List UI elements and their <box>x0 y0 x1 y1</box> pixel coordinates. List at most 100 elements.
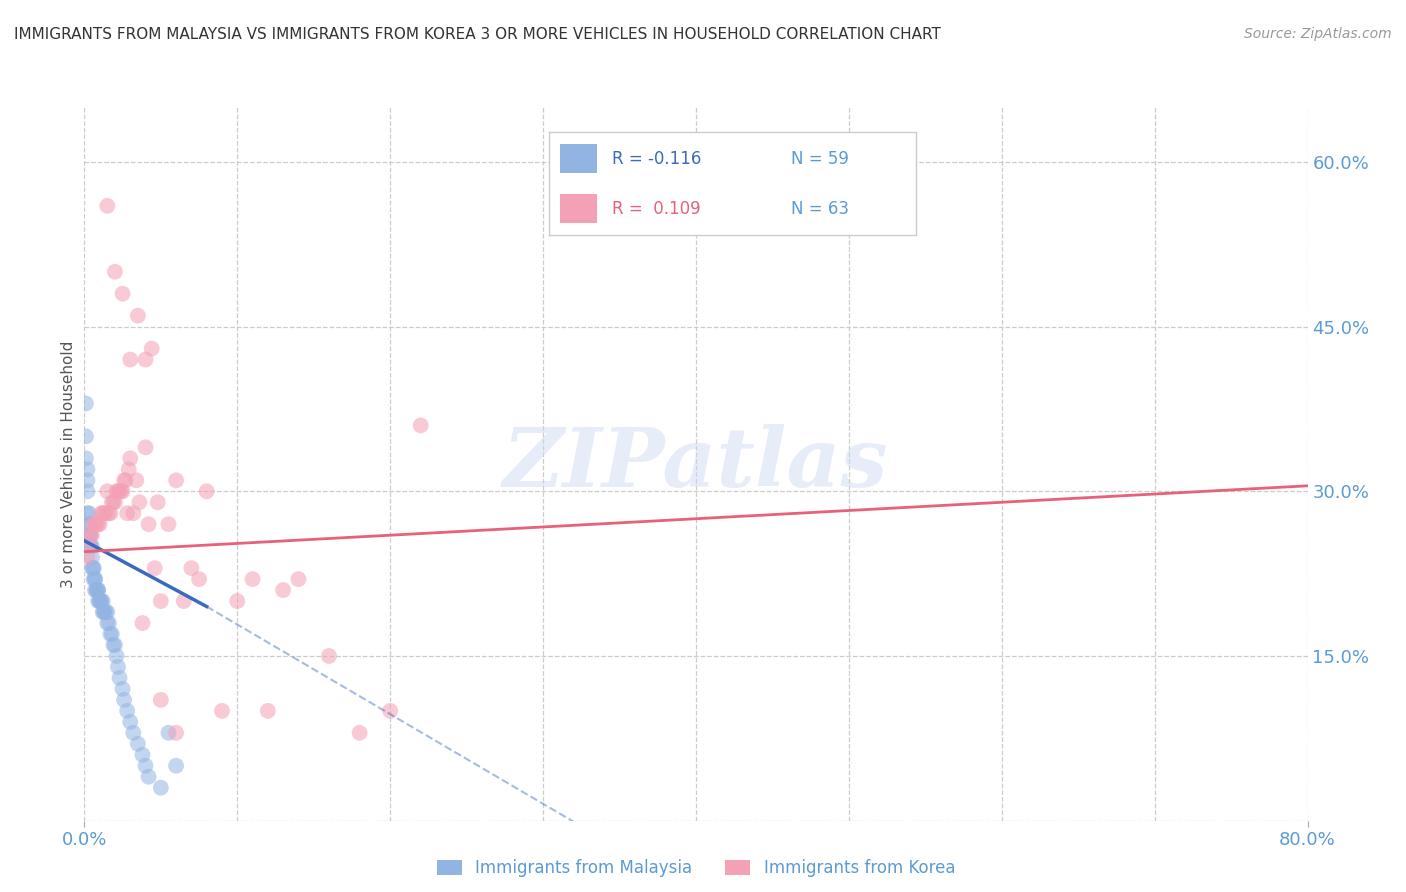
Point <box>79 539 101 553</box>
Point <box>90 594 112 608</box>
Point <box>83 561 105 575</box>
Point <box>135 352 157 367</box>
Point <box>409 418 432 433</box>
Point <box>115 704 138 718</box>
Point <box>211 704 233 718</box>
Point <box>127 737 149 751</box>
Text: Source: ZipAtlas.com: Source: ZipAtlas.com <box>1244 27 1392 41</box>
Point <box>107 484 129 499</box>
Point <box>115 506 138 520</box>
Point <box>180 561 202 575</box>
Point <box>83 517 105 532</box>
Point <box>349 726 371 740</box>
Point <box>104 265 127 279</box>
Point <box>131 747 153 762</box>
Point <box>138 517 160 532</box>
Point <box>103 638 125 652</box>
Point <box>87 583 110 598</box>
Point <box>77 517 100 532</box>
Point <box>120 451 142 466</box>
Point <box>157 517 180 532</box>
Point <box>111 286 134 301</box>
Point <box>318 648 340 663</box>
Text: IMMIGRANTS FROM MALAYSIA VS IMMIGRANTS FROM KOREA 3 OR MORE VEHICLES IN HOUSEHOL: IMMIGRANTS FROM MALAYSIA VS IMMIGRANTS F… <box>14 27 941 42</box>
Point <box>125 473 148 487</box>
Point <box>195 484 218 499</box>
Point <box>79 539 101 553</box>
Point <box>89 517 111 532</box>
Point <box>76 550 98 565</box>
Point <box>91 605 114 619</box>
Point <box>287 572 309 586</box>
Point <box>108 484 131 499</box>
Point <box>77 517 100 532</box>
Point <box>173 594 195 608</box>
Point <box>86 583 108 598</box>
Point <box>149 780 172 795</box>
Point <box>97 506 120 520</box>
Text: ZIPatlas: ZIPatlas <box>503 424 889 504</box>
Point <box>122 506 145 520</box>
Point <box>89 594 111 608</box>
Point <box>93 506 115 520</box>
Point <box>91 506 114 520</box>
Point <box>104 638 127 652</box>
Point <box>84 517 107 532</box>
Point <box>120 714 142 729</box>
Point <box>271 583 294 598</box>
Point <box>86 583 108 598</box>
Point <box>96 615 118 630</box>
Point <box>76 506 98 520</box>
Point <box>75 429 97 443</box>
Point <box>149 594 172 608</box>
Point <box>80 539 103 553</box>
Point <box>87 583 110 598</box>
Point <box>157 726 180 740</box>
Point <box>84 572 107 586</box>
Point <box>79 528 101 542</box>
Point <box>242 572 264 586</box>
Point <box>165 473 187 487</box>
Point <box>96 605 118 619</box>
Point <box>165 758 187 772</box>
Point <box>143 561 166 575</box>
Point <box>80 528 103 542</box>
Point <box>101 495 124 509</box>
Y-axis label: 3 or more Vehicles in Household: 3 or more Vehicles in Household <box>60 340 76 588</box>
Point <box>104 495 127 509</box>
Point <box>90 506 112 520</box>
Point <box>75 396 97 410</box>
Point <box>138 770 160 784</box>
Point <box>93 605 115 619</box>
Point <box>114 473 136 487</box>
Point <box>112 473 135 487</box>
Point <box>83 572 105 586</box>
Point <box>90 594 112 608</box>
Point <box>257 704 280 718</box>
Point <box>105 484 128 499</box>
Point <box>76 462 98 476</box>
Point <box>112 693 135 707</box>
Point <box>103 495 125 509</box>
Point <box>226 594 249 608</box>
Point <box>107 660 129 674</box>
Point <box>131 615 153 630</box>
Legend: Immigrants from Malaysia, Immigrants from Korea: Immigrants from Malaysia, Immigrants fro… <box>430 853 962 884</box>
Point <box>135 441 157 455</box>
Point <box>93 605 115 619</box>
Point <box>146 495 169 509</box>
Point <box>97 615 120 630</box>
Point <box>77 528 100 542</box>
Point <box>120 352 142 367</box>
Point <box>98 506 121 520</box>
Point <box>111 484 134 499</box>
Point <box>111 681 134 696</box>
Point <box>118 462 141 476</box>
Point <box>380 704 402 718</box>
Point <box>91 594 114 608</box>
Point <box>87 594 110 608</box>
Point <box>89 594 111 608</box>
Point <box>188 572 211 586</box>
Point <box>84 572 107 586</box>
Point <box>135 758 157 772</box>
